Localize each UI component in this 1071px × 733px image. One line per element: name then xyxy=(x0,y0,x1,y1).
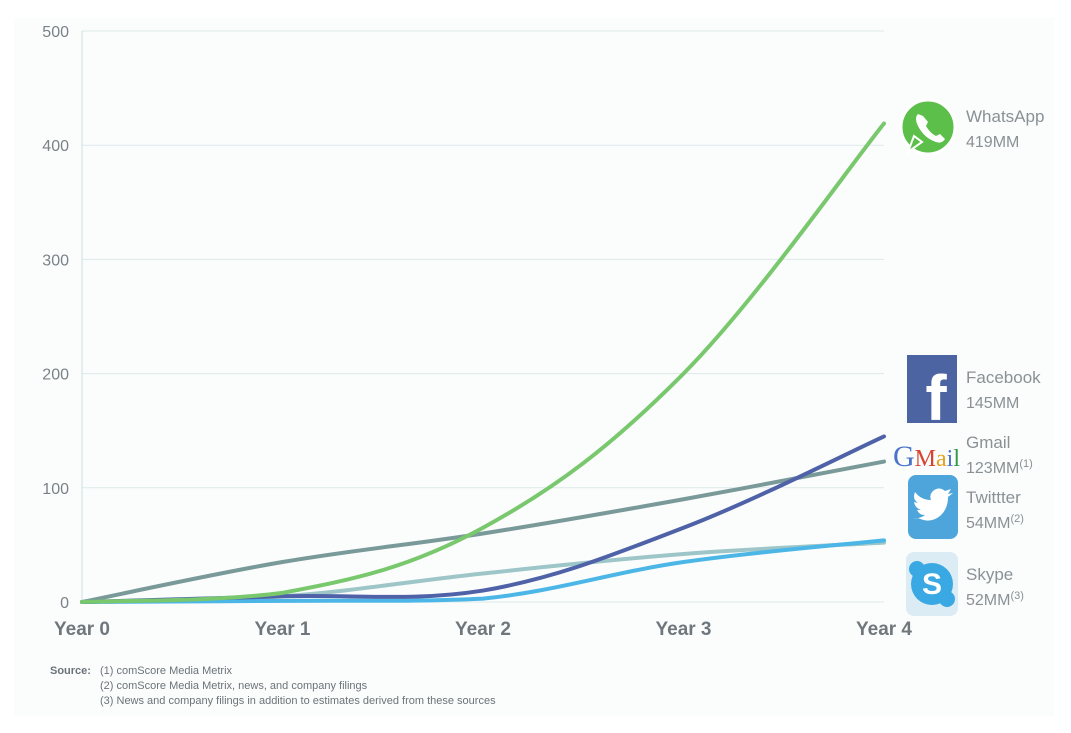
source-label: Source: xyxy=(50,665,91,677)
whatsapp-logo-icon xyxy=(899,98,957,156)
series-value-label: 419MM xyxy=(966,134,1019,151)
footnote-marker: (1) xyxy=(1019,458,1032,470)
svg-text:f: f xyxy=(925,362,947,434)
twitter-logo-icon xyxy=(908,475,958,539)
svg-text:GMail: GMail xyxy=(893,440,960,473)
footnotes: Source: (1) comScore Media Metrix (2) com… xyxy=(50,664,496,709)
series-name-label: Gmail xyxy=(966,433,1010,452)
series-value-label: 145MM xyxy=(966,395,1019,412)
series-line-twittter xyxy=(80,538,886,604)
y-tick-label: 500 xyxy=(42,24,69,41)
series-value-label: 52MM(3) xyxy=(966,590,1024,609)
x-tick-label: Year 3 xyxy=(656,619,712,640)
x-tick-label: Year 2 xyxy=(455,619,511,640)
y-tick-label: 300 xyxy=(42,252,69,269)
skype-logo-icon: S xyxy=(906,552,958,616)
x-tick-label: Year 0 xyxy=(54,619,110,640)
y-tick-label: 100 xyxy=(42,481,69,498)
series-line-gmail xyxy=(80,459,886,604)
footnote-3: (3) News and company filings in addition… xyxy=(100,695,496,707)
series-value-label: 54MM(2) xyxy=(966,513,1024,532)
y-tick-label: 200 xyxy=(42,367,69,384)
series-name-label: WhatsApp xyxy=(966,107,1044,126)
series-name-label: Twittter xyxy=(966,488,1021,507)
y-tick-label: 400 xyxy=(42,138,69,155)
series-name-label: Facebook xyxy=(966,368,1041,387)
x-tick-label: Year 4 xyxy=(856,619,912,640)
gmail-logo-icon: GMail xyxy=(893,440,960,473)
x-tick-label: Year 1 xyxy=(255,619,311,640)
y-tick-label: 0 xyxy=(60,595,69,612)
footnote-2: (2) comScore Media Metrix, news, and com… xyxy=(100,680,368,692)
footnote-1: (1) comScore Media Metrix xyxy=(100,665,233,677)
series-value-label: 123MM(1) xyxy=(966,458,1033,477)
series-line-whatsapp xyxy=(80,121,886,604)
svg-text:S: S xyxy=(922,568,942,601)
series-name-label: Skype xyxy=(966,565,1013,584)
footnote-marker: (2) xyxy=(1010,513,1023,525)
facebook-logo-icon: f xyxy=(907,355,957,434)
footnote-marker: (3) xyxy=(1010,590,1023,602)
